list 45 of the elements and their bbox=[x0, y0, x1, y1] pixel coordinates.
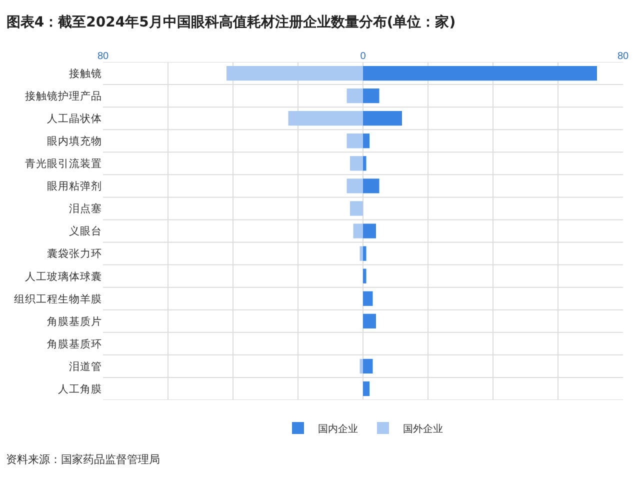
bar bbox=[363, 268, 366, 284]
y-tick-label: 接触镜护理产品 bbox=[25, 89, 102, 102]
bar bbox=[363, 358, 373, 374]
y-tick-label: 角膜基质片 bbox=[47, 314, 102, 328]
chart-title: 图表4：截至2024年5月中国眼科高值耗材注册企业数量分布(单位：家) bbox=[6, 14, 456, 31]
bar bbox=[346, 134, 363, 148]
bar bbox=[363, 224, 376, 238]
bar bbox=[350, 201, 363, 216]
bar bbox=[363, 111, 402, 126]
y-tick-label: 人工晶状体 bbox=[47, 113, 102, 126]
bar bbox=[360, 358, 363, 374]
bar bbox=[363, 314, 376, 328]
bar bbox=[363, 291, 373, 306]
bar bbox=[363, 381, 370, 396]
x-tick-label: 80 bbox=[617, 51, 629, 62]
legend-label: 国外企业 bbox=[403, 422, 443, 435]
y-tick-label: 接触镜 bbox=[69, 66, 102, 80]
bar bbox=[363, 156, 366, 171]
bar bbox=[226, 66, 363, 81]
bar bbox=[363, 88, 380, 104]
y-tick-label: 囊袋张力环 bbox=[47, 247, 102, 260]
y-tick-label: 青光眼引流装置 bbox=[25, 157, 102, 170]
bar bbox=[360, 246, 363, 261]
bar bbox=[288, 111, 363, 126]
x-tick-label: 80 bbox=[97, 51, 109, 62]
text: 资料来源：国家药品监督管理局 bbox=[6, 453, 160, 466]
bar bbox=[363, 178, 380, 194]
bar bbox=[353, 224, 363, 238]
y-tick-label: 泪道管 bbox=[69, 360, 102, 373]
y-tick-label: 义眼台 bbox=[69, 224, 102, 238]
x-tick-label: 0 bbox=[360, 51, 366, 62]
y-tick-label: 眼内填充物 bbox=[47, 134, 102, 148]
y-tick-label: 眼用粘弹剂 bbox=[47, 180, 102, 193]
y-tick-label: 角膜基质环 bbox=[47, 337, 102, 350]
y-tick-label: 人工玻璃体球囊 bbox=[25, 270, 102, 283]
bar bbox=[363, 66, 597, 81]
y-tick-label: 组织工程生物羊膜 bbox=[14, 292, 102, 306]
bar bbox=[363, 246, 366, 261]
bar bbox=[363, 134, 370, 148]
bar bbox=[346, 88, 363, 104]
legend-label: 国内企业 bbox=[318, 422, 358, 435]
y-tick-label: 泪点塞 bbox=[69, 202, 102, 216]
bar bbox=[350, 156, 363, 171]
y-tick-label: 人工角膜 bbox=[58, 383, 102, 396]
bar bbox=[346, 178, 363, 194]
